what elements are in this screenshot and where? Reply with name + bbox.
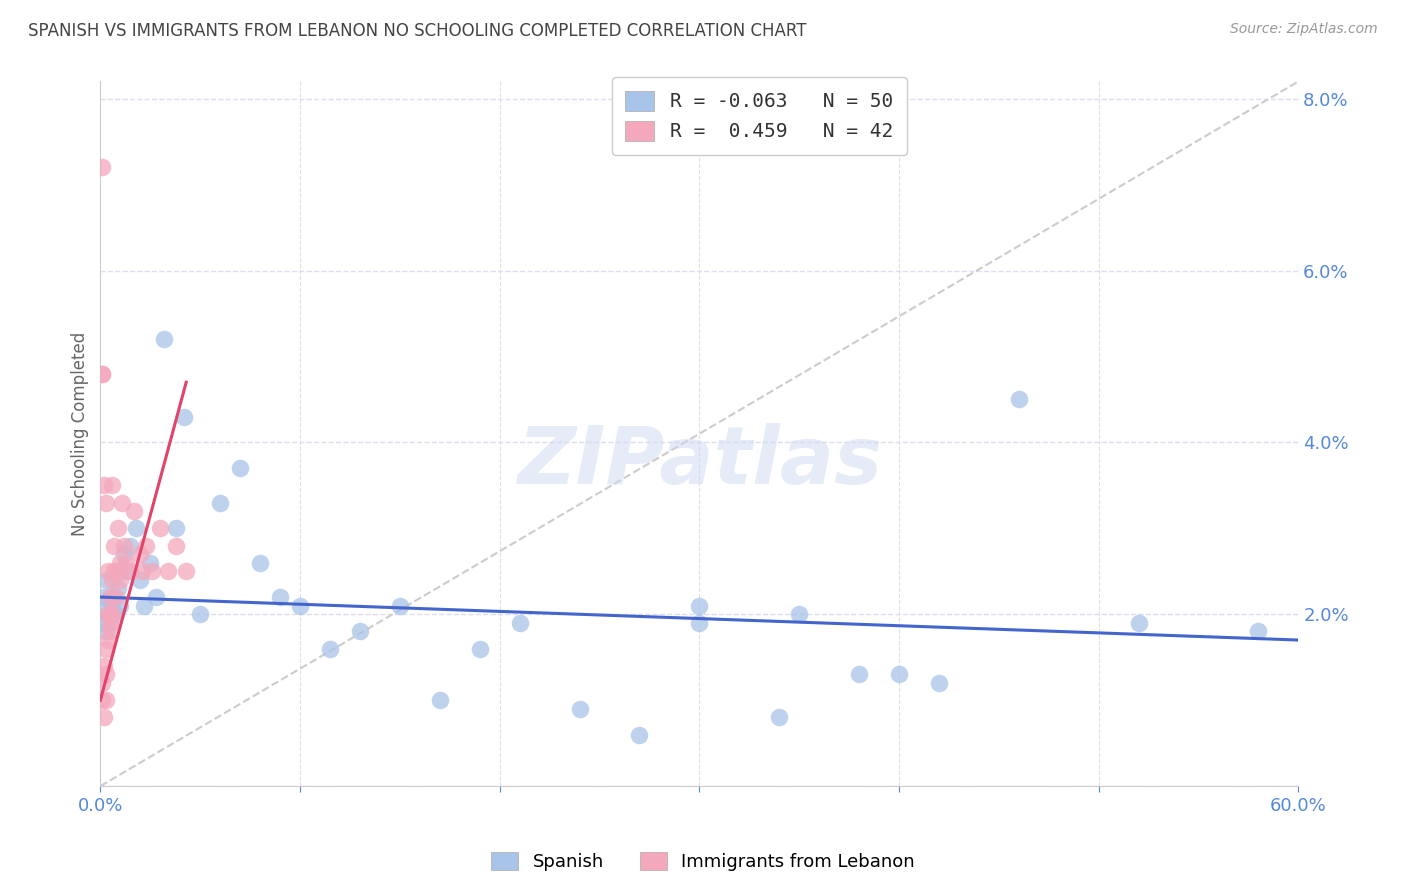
Point xyxy=(98,615,121,630)
Point xyxy=(93,615,115,630)
Point xyxy=(93,710,115,724)
Point xyxy=(98,607,121,622)
Point xyxy=(97,607,120,622)
Point xyxy=(107,582,129,596)
Point xyxy=(91,161,114,175)
Point xyxy=(229,461,252,475)
Text: SPANISH VS IMMIGRANTS FROM LEBANON NO SCHOOLING COMPLETED CORRELATION CHART: SPANISH VS IMMIGRANTS FROM LEBANON NO SC… xyxy=(28,22,807,40)
Point xyxy=(98,624,121,639)
Point xyxy=(91,599,114,613)
Point xyxy=(112,539,135,553)
Point xyxy=(787,607,810,622)
Point xyxy=(91,367,114,381)
Point xyxy=(848,667,870,681)
Point xyxy=(568,702,591,716)
Point xyxy=(125,521,148,535)
Point xyxy=(97,633,120,648)
Point xyxy=(115,564,138,578)
Point xyxy=(97,607,120,622)
Point xyxy=(688,615,710,630)
Point xyxy=(93,590,115,604)
Point xyxy=(98,615,121,630)
Point xyxy=(129,547,152,561)
Point xyxy=(319,641,342,656)
Point xyxy=(174,564,197,578)
Point xyxy=(105,590,128,604)
Point xyxy=(110,573,132,587)
Point xyxy=(103,590,125,604)
Point xyxy=(145,590,167,604)
Point xyxy=(115,556,138,570)
Point xyxy=(91,693,114,707)
Point xyxy=(112,547,135,561)
Point xyxy=(103,564,125,578)
Point xyxy=(96,495,118,509)
Point xyxy=(129,573,152,587)
Point xyxy=(91,676,114,690)
Point xyxy=(429,693,451,707)
Point xyxy=(97,564,120,578)
Point xyxy=(928,676,950,690)
Point xyxy=(93,658,115,673)
Point xyxy=(101,599,124,613)
Point xyxy=(111,495,134,509)
Legend: Spanish, Immigrants from Lebanon: Spanish, Immigrants from Lebanon xyxy=(484,845,922,879)
Point xyxy=(101,478,124,492)
Point xyxy=(173,409,195,424)
Point xyxy=(688,599,710,613)
Point xyxy=(105,564,128,578)
Point xyxy=(96,693,118,707)
Point xyxy=(149,521,172,535)
Point xyxy=(249,556,271,570)
Y-axis label: No Schooling Completed: No Schooling Completed xyxy=(72,332,89,536)
Point xyxy=(468,641,491,656)
Point xyxy=(110,564,132,578)
Point xyxy=(153,332,176,346)
Point xyxy=(101,573,124,587)
Point xyxy=(288,599,311,613)
Point xyxy=(165,521,187,535)
Point xyxy=(157,564,180,578)
Point xyxy=(96,624,118,639)
Point xyxy=(101,607,124,622)
Point xyxy=(103,539,125,553)
Point xyxy=(269,590,291,604)
Point xyxy=(96,667,118,681)
Point xyxy=(628,728,651,742)
Point xyxy=(98,590,121,604)
Point xyxy=(135,539,157,553)
Point xyxy=(887,667,910,681)
Point xyxy=(509,615,531,630)
Legend: R = -0.063   N = 50, R =  0.459   N = 42: R = -0.063 N = 50, R = 0.459 N = 42 xyxy=(612,77,907,155)
Point xyxy=(139,556,162,570)
Point xyxy=(141,564,163,578)
Text: Source: ZipAtlas.com: Source: ZipAtlas.com xyxy=(1230,22,1378,37)
Point xyxy=(107,521,129,535)
Point xyxy=(120,564,142,578)
Point xyxy=(1008,392,1031,407)
Text: ZIPatlas: ZIPatlas xyxy=(517,423,882,501)
Point xyxy=(101,607,124,622)
Point xyxy=(1247,624,1270,639)
Point xyxy=(188,607,211,622)
Point xyxy=(91,367,114,381)
Point xyxy=(165,539,187,553)
Point xyxy=(93,478,115,492)
Point xyxy=(134,599,156,613)
Point xyxy=(209,495,232,509)
Point xyxy=(1128,615,1150,630)
Point xyxy=(349,624,371,639)
Point xyxy=(124,504,146,518)
Point xyxy=(105,607,128,622)
Point xyxy=(388,599,411,613)
Point xyxy=(96,573,118,587)
Point xyxy=(96,641,118,656)
Point xyxy=(110,599,132,613)
Point xyxy=(131,564,153,578)
Point xyxy=(98,590,121,604)
Point xyxy=(120,539,142,553)
Point xyxy=(110,556,132,570)
Point xyxy=(768,710,790,724)
